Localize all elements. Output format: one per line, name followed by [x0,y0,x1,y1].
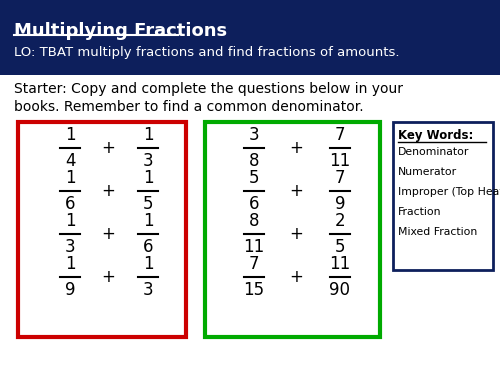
Text: 90: 90 [330,281,350,299]
Text: 5: 5 [335,238,345,256]
Text: +: + [289,225,303,243]
Text: 15: 15 [244,281,264,299]
Text: 8: 8 [249,152,259,170]
Text: Improper (Top Heavy): Improper (Top Heavy) [398,187,500,197]
Text: 11: 11 [244,238,264,256]
Text: 6: 6 [143,238,153,256]
Text: +: + [101,182,115,200]
Text: 1: 1 [64,126,76,144]
Text: 9: 9 [335,195,345,213]
Text: 1: 1 [142,169,154,187]
Text: 5: 5 [249,169,259,187]
Text: Numerator: Numerator [398,167,457,177]
Text: 3: 3 [142,152,154,170]
Text: 7: 7 [335,169,345,187]
FancyBboxPatch shape [393,122,493,270]
Text: Starter: Copy and complete the questions below in your: Starter: Copy and complete the questions… [14,82,403,96]
Text: books. Remember to find a common denominator.: books. Remember to find a common denomin… [14,100,364,114]
Text: 1: 1 [142,212,154,230]
Text: +: + [101,139,115,157]
FancyBboxPatch shape [0,0,500,75]
Text: Denominator: Denominator [398,147,469,157]
Text: 8: 8 [249,212,259,230]
Text: 1: 1 [64,255,76,273]
Text: 4: 4 [65,152,75,170]
Text: +: + [101,225,115,243]
Text: 3: 3 [248,126,260,144]
Text: Multiplying Fractions: Multiplying Fractions [14,22,227,40]
FancyBboxPatch shape [18,122,186,337]
Text: 1: 1 [64,212,76,230]
Text: 1: 1 [142,126,154,144]
Text: 5: 5 [143,195,153,213]
Text: 2: 2 [334,212,345,230]
Text: +: + [289,139,303,157]
Text: Mixed Fraction: Mixed Fraction [398,227,477,237]
Text: 11: 11 [330,152,350,170]
Text: 7: 7 [249,255,259,273]
Text: 6: 6 [249,195,259,213]
Text: +: + [289,268,303,286]
Text: 1: 1 [142,255,154,273]
Text: 3: 3 [142,281,154,299]
Text: +: + [101,268,115,286]
FancyBboxPatch shape [205,122,380,337]
Text: +: + [289,182,303,200]
Text: 3: 3 [64,238,76,256]
Text: 1: 1 [64,169,76,187]
Text: Key Words:: Key Words: [398,129,473,142]
Text: 9: 9 [65,281,75,299]
Text: 11: 11 [330,255,350,273]
Text: 6: 6 [65,195,75,213]
Text: LO: TBAT multiply fractions and find fractions of amounts.: LO: TBAT multiply fractions and find fra… [14,46,400,59]
Text: Fraction: Fraction [398,207,442,217]
Text: 7: 7 [335,126,345,144]
